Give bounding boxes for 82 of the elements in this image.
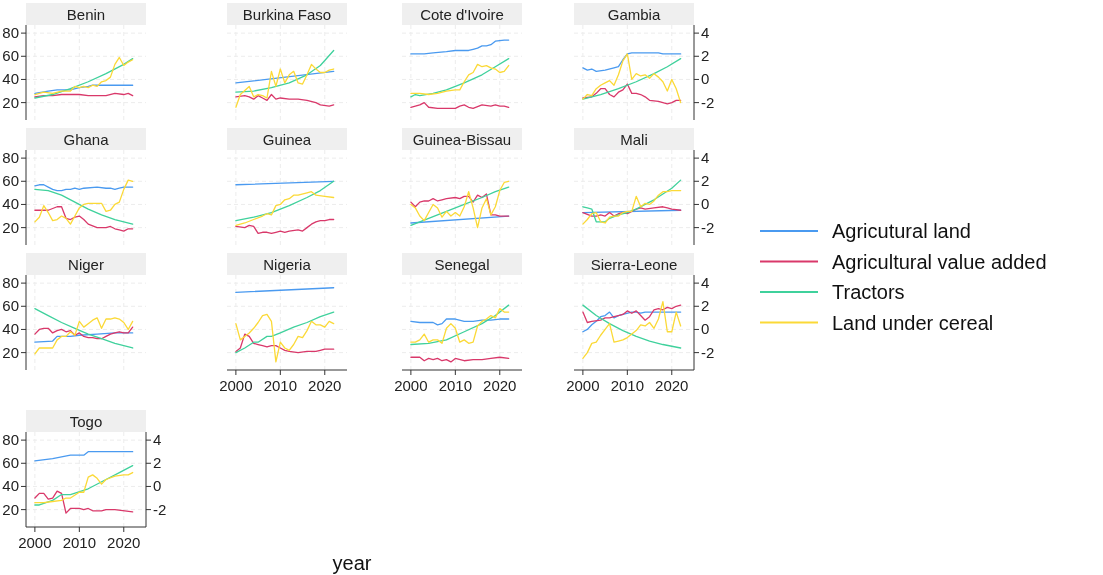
line-series	[582, 311, 682, 333]
chart-title: Togo	[69, 412, 103, 430]
x-tick-label: 2020	[308, 377, 342, 394]
x-axis-title: year	[332, 552, 372, 574]
y2-tick-label: 2	[701, 172, 710, 190]
line-series	[582, 189, 682, 225]
line-series	[34, 188, 134, 225]
chart-title: Senegal	[434, 255, 490, 273]
chart-title: Guinea-Bissau	[412, 130, 512, 148]
x-tick-label: 2020	[107, 534, 141, 551]
y-tick-label: 20	[2, 218, 19, 236]
chart-title: Gambia	[607, 5, 661, 23]
y-tick-label: 20	[2, 93, 19, 111]
y2-tick-label: 4	[701, 274, 710, 292]
legend-label: Land under cereal	[832, 311, 994, 334]
line-series	[34, 332, 134, 343]
legend-label: Agricultural value added	[832, 250, 1047, 273]
line-series	[34, 464, 134, 506]
line-series	[34, 490, 134, 514]
line-series	[582, 301, 682, 360]
x-tick-label: 2010	[438, 377, 473, 394]
y-tick-label: 40	[2, 320, 19, 338]
x-tick-label: 2020	[655, 377, 689, 394]
line-series	[582, 52, 682, 72]
line-series	[582, 83, 682, 105]
line-series	[34, 326, 134, 340]
y2-tick-label: -2	[701, 218, 715, 236]
y-tick-label: 20	[2, 500, 19, 518]
x-tick-label: 2000	[219, 377, 253, 394]
y2-tick-label: 0	[701, 70, 710, 88]
line-series	[582, 304, 682, 349]
chart-title: Burkina Faso	[242, 5, 332, 23]
y-tick-label: 80	[2, 24, 19, 42]
y2-tick-label: 0	[153, 477, 162, 495]
y2-tick-label: 2	[701, 297, 710, 315]
line-series	[582, 179, 682, 223]
legend-label: Agricutural land	[832, 220, 971, 242]
chart-title: Cote d'Ivoire	[420, 5, 504, 23]
y2-tick-label: 2	[701, 47, 710, 65]
y2-tick-label: -2	[701, 93, 715, 111]
line-series	[34, 471, 134, 504]
line-series	[582, 304, 682, 324]
y-tick-label: 80	[2, 431, 19, 449]
y-tick-label: 80	[2, 274, 19, 292]
y-tick-label: 40	[2, 195, 19, 213]
y-tick-label: 40	[2, 477, 19, 495]
y2-tick-label: 4	[153, 431, 162, 449]
y2-tick-label: 0	[701, 320, 710, 338]
line-series	[34, 84, 134, 94]
chart-title: Ghana	[63, 130, 110, 148]
line-series	[34, 451, 134, 462]
line-series	[34, 317, 134, 355]
y2-tick-label: -2	[153, 500, 167, 518]
x-tick-label: 2020	[483, 377, 517, 394]
x-tick-label: 2000	[566, 377, 600, 394]
x-tick-label: 2010	[263, 377, 298, 394]
x-tick-label: 2000	[18, 534, 52, 551]
y-tick-label: 40	[2, 70, 19, 88]
y2-tick-label: 4	[701, 24, 710, 42]
y-tick-label: 80	[2, 149, 19, 167]
y2-tick-label: -2	[701, 343, 715, 361]
y-tick-label: 20	[2, 343, 19, 361]
chart-title: Benin	[66, 5, 106, 23]
y2-tick-label: 4	[701, 149, 710, 167]
line-series	[34, 307, 134, 349]
y2-tick-label: 0	[701, 195, 710, 213]
chart-title: Nigeria	[263, 255, 312, 273]
y-tick-label: 60	[2, 172, 19, 190]
y2-tick-label: 2	[153, 454, 162, 472]
x-tick-label: 2010	[62, 534, 97, 551]
legend-label: Tractors	[832, 281, 905, 303]
x-tick-label: 2010	[610, 377, 645, 394]
line-series	[34, 179, 134, 225]
y-tick-label: 60	[2, 297, 19, 315]
chart-title: Sierra-Leone	[590, 255, 678, 273]
y-tick-label: 60	[2, 47, 19, 65]
x-tick-label: 2000	[394, 377, 428, 394]
chart-title: Guinea	[262, 130, 312, 148]
line-series	[34, 206, 134, 232]
chart-title: Mali	[620, 130, 648, 148]
y-tick-label: 60	[2, 454, 19, 472]
chart-title: Niger	[68, 255, 104, 273]
